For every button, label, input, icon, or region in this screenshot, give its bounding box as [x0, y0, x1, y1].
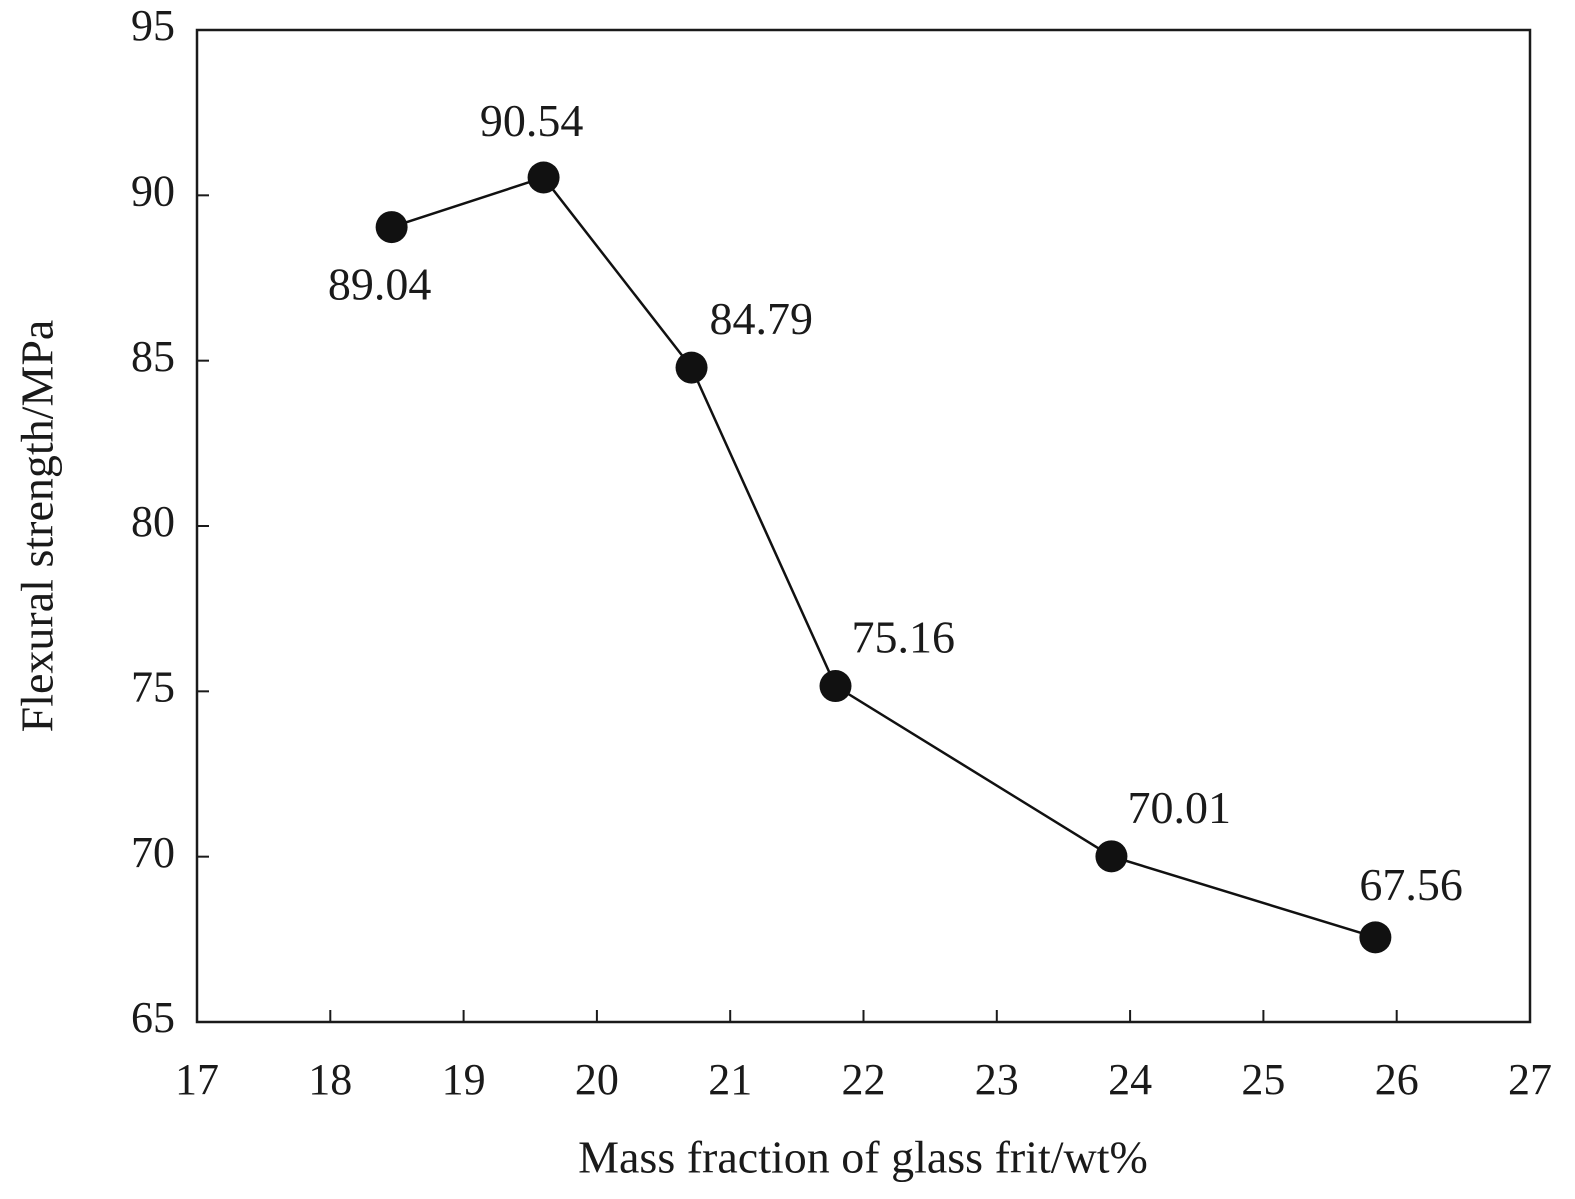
x-tick-label: 20: [575, 1055, 619, 1104]
x-tick-label: 19: [442, 1055, 486, 1104]
y-tick-label: 85: [131, 332, 175, 381]
x-tick-label: 17: [175, 1055, 219, 1104]
y-tick-label: 75: [131, 662, 175, 711]
x-tick-label: 24: [1108, 1055, 1152, 1104]
x-tick-label: 22: [842, 1055, 886, 1104]
data-point: [527, 161, 560, 194]
data-point: [819, 670, 852, 703]
x-axis-title: Mass fraction of glass frit/wt%: [578, 1132, 1148, 1183]
data-label: 67.56: [1359, 859, 1463, 910]
x-tick-label: 23: [975, 1055, 1019, 1104]
x-tick-label: 25: [1241, 1055, 1285, 1104]
x-tick-label: 21: [708, 1055, 752, 1104]
plot-frame: [195, 28, 1532, 1024]
data-label: 89.04: [328, 259, 432, 310]
y-axis-title: Flexural strength/MPa: [12, 320, 63, 733]
data-label: 90.54: [480, 95, 584, 146]
data-label: 75.16: [852, 612, 956, 663]
data-point: [1359, 921, 1392, 954]
y-tick-label: 80: [131, 497, 175, 546]
series-line: [391, 176, 1376, 939]
x-tick-label: 18: [308, 1055, 352, 1104]
y-tick-label: 95: [131, 1, 175, 50]
x-tick-label: 26: [1375, 1055, 1419, 1104]
data-point: [1095, 840, 1128, 873]
x-tick-label: 27: [1508, 1055, 1552, 1104]
y-tick-label: 65: [131, 993, 175, 1042]
data-point: [675, 351, 708, 384]
y-tick-label: 70: [131, 828, 175, 877]
data-label: 84.79: [710, 293, 814, 344]
data-label: 70.01: [1127, 782, 1231, 833]
y-tick-label: 90: [131, 166, 175, 215]
data-point: [375, 211, 408, 244]
